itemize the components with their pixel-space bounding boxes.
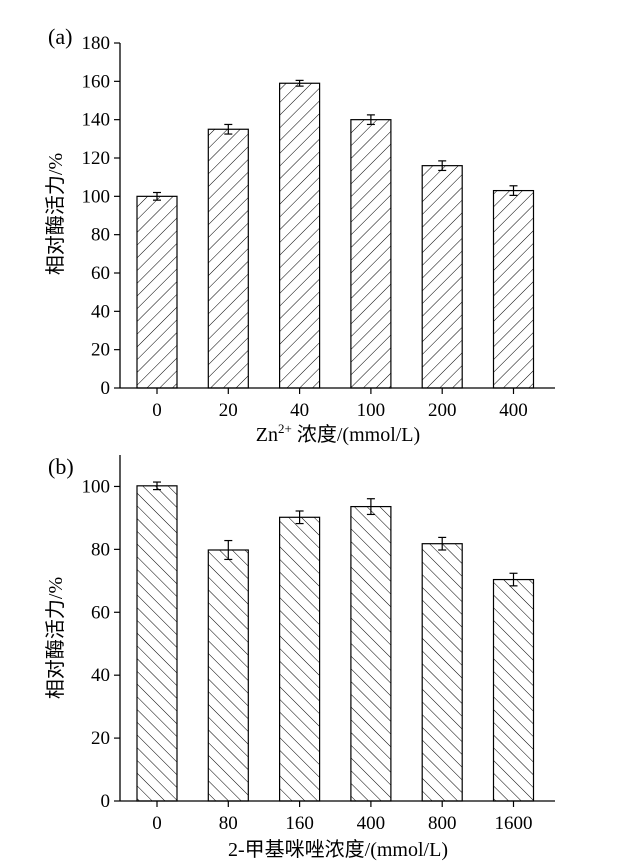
y-tick-label: 20 — [91, 340, 110, 361]
y-tick-label: 80 — [91, 225, 110, 246]
panel-label: (a) — [48, 24, 72, 49]
x-tick-label: 800 — [428, 813, 457, 834]
y-tick-label: 40 — [91, 301, 110, 322]
x-tick-label: 160 — [285, 813, 314, 834]
y-tick-label: 120 — [82, 148, 111, 169]
chart-panel-b: (b) 0 20 40 60 80 100 0 80 160 400 800 1600 相对酶活力/% 2-… — [44, 454, 555, 861]
bar — [492, 189, 535, 389]
x-tick-label: 400 — [499, 400, 528, 421]
x-tick-label: 40 — [290, 400, 309, 421]
panel-label: (b) — [48, 454, 74, 479]
y-tick-label: 40 — [91, 665, 110, 686]
bar — [350, 505, 392, 802]
x-axis-title-superscript: 2+ — [278, 421, 292, 436]
x-tick-label: 1600 — [495, 813, 533, 834]
y-axis-title: 相对酶活力/% — [44, 577, 67, 699]
y-tick-label: 60 — [91, 602, 110, 623]
x-tick-label: 400 — [357, 813, 386, 834]
x-tick-label: 0 — [152, 400, 162, 421]
y-tick-label: 0 — [101, 791, 111, 812]
bar — [350, 119, 392, 389]
y-tick-label: 100 — [82, 476, 111, 497]
y-tick-label: 20 — [91, 728, 110, 749]
bar — [492, 578, 535, 802]
x-tick-label: 20 — [219, 400, 238, 421]
y-tick-label: 100 — [82, 186, 111, 207]
bar — [421, 165, 463, 389]
x-axis-title-base: Zn — [256, 424, 278, 446]
bar — [136, 485, 178, 802]
y-tick-label: 60 — [91, 263, 110, 284]
x-tick-label: 80 — [219, 813, 238, 834]
chart-panel-a: (a) 0 20 40 60 80 100 120 140 160 180 0 20 40 100 200 40… — [44, 24, 555, 446]
x-axis-title: Zn2+ 浓度/(mmol/L) — [256, 421, 420, 446]
y-axis-title: 相对酶活力/% — [44, 153, 67, 275]
bar — [207, 549, 249, 802]
x-axis-title-rest: 浓度/(mmol/L) — [292, 423, 420, 446]
y-tick-label: 180 — [82, 33, 111, 54]
x-axis-title: 2-甲基咪唑浓度/(mmol/L) — [228, 838, 448, 861]
y-tick-label: 80 — [91, 539, 110, 560]
bar — [279, 82, 321, 389]
y-tick-label: 0 — [101, 378, 111, 399]
x-tick-label: 100 — [357, 400, 386, 421]
bar — [279, 516, 321, 802]
x-tick-label: 200 — [428, 400, 457, 421]
y-tick-label: 160 — [82, 71, 111, 92]
bar — [421, 543, 463, 802]
bar — [207, 128, 249, 389]
bar — [136, 195, 178, 389]
x-tick-label: 0 — [152, 813, 162, 834]
x-axis-title-base: 2-甲基咪唑浓度/(mmol/L) — [228, 838, 448, 861]
y-tick-label: 140 — [82, 110, 111, 131]
